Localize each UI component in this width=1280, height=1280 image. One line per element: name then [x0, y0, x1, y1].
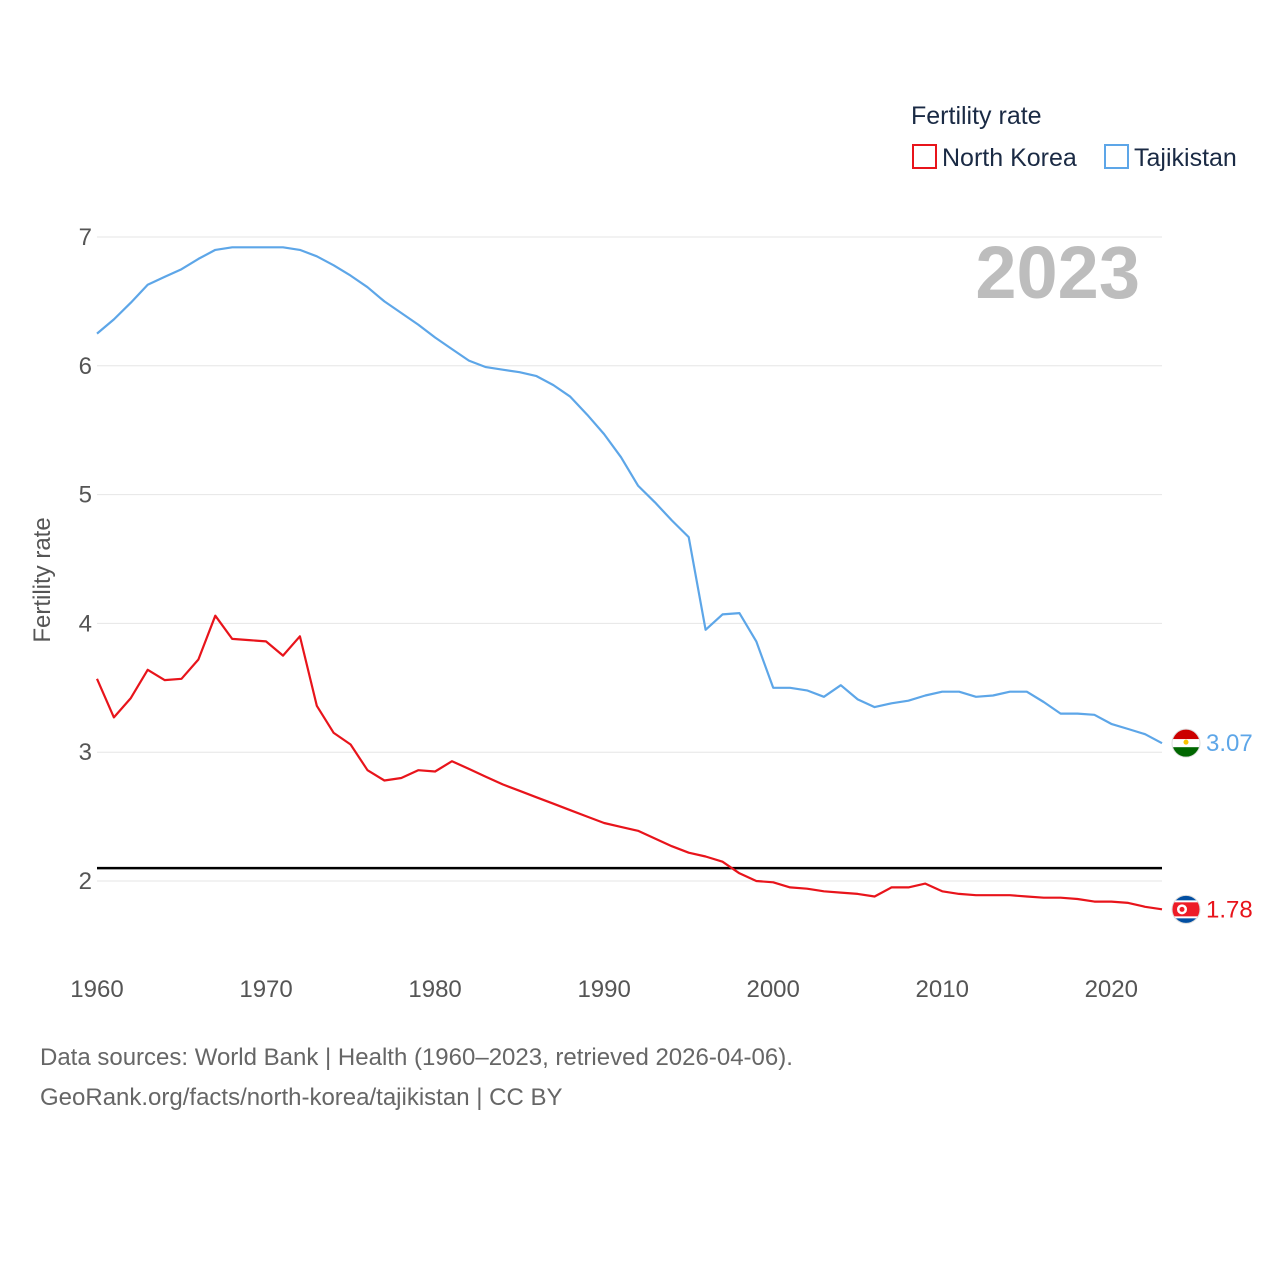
- x-tick-label: 2000: [746, 976, 799, 1003]
- end-value-north-korea: 1.78: [1206, 896, 1253, 923]
- y-tick-label: 4: [79, 610, 92, 637]
- gridlines: [97, 236, 1162, 882]
- x-tick-label: 1970: [239, 976, 292, 1003]
- legend: Fertility rate North Korea Tajikistan: [911, 102, 1237, 172]
- y-tick-label: 3: [79, 739, 92, 766]
- end-value-tajikistan: 3.07: [1206, 730, 1253, 757]
- x-tick-label: 2020: [1085, 976, 1138, 1003]
- y-tick-label: 6: [79, 353, 92, 380]
- legend-swatch-north-korea: [912, 144, 937, 169]
- y-tick-label: 2: [79, 868, 92, 895]
- series-lines: [95, 246, 1163, 911]
- source-note: Data sources: World Bank | Health (1960–…: [40, 1044, 793, 1071]
- x-tick-label: 1980: [408, 976, 461, 1003]
- series-line-tajikistan[interactable]: [96, 246, 1163, 745]
- legend-label-tajikistan: Tajikistan: [1134, 144, 1237, 172]
- series-line-north-korea[interactable]: [95, 614, 1163, 911]
- x-tick-label: 1990: [577, 976, 630, 1003]
- y-tick-label: 7: [79, 224, 92, 251]
- legend-item-tajikistan[interactable]: Tajikistan: [1104, 144, 1237, 172]
- legend-label-north-korea: North Korea: [942, 144, 1077, 172]
- series-end-labels: 1.78 3.07: [1171, 728, 1253, 924]
- x-tick-label: 2010: [916, 976, 969, 1003]
- flag-north-korea-icon: [1171, 894, 1201, 924]
- x-tick-label: 1960: [70, 976, 123, 1003]
- legend-swatch-tajikistan: [1104, 144, 1129, 169]
- source-link[interactable]: GeoRank.org/facts/north-korea/tajikistan…: [40, 1084, 563, 1111]
- x-axis-ticks: 1960 1970 1980 1990 2000 2010 2020: [70, 976, 1138, 1003]
- legend-item-north-korea[interactable]: North Korea: [912, 144, 1077, 172]
- flag-tajikistan-icon: [1171, 728, 1201, 758]
- year-label: 2023: [975, 231, 1140, 314]
- legend-title: Fertility rate: [911, 102, 1042, 130]
- y-axis-ticks: 2 3 4 5 6 7: [79, 224, 92, 895]
- y-axis-title: Fertility rate: [29, 517, 56, 642]
- y-tick-label: 5: [79, 482, 92, 509]
